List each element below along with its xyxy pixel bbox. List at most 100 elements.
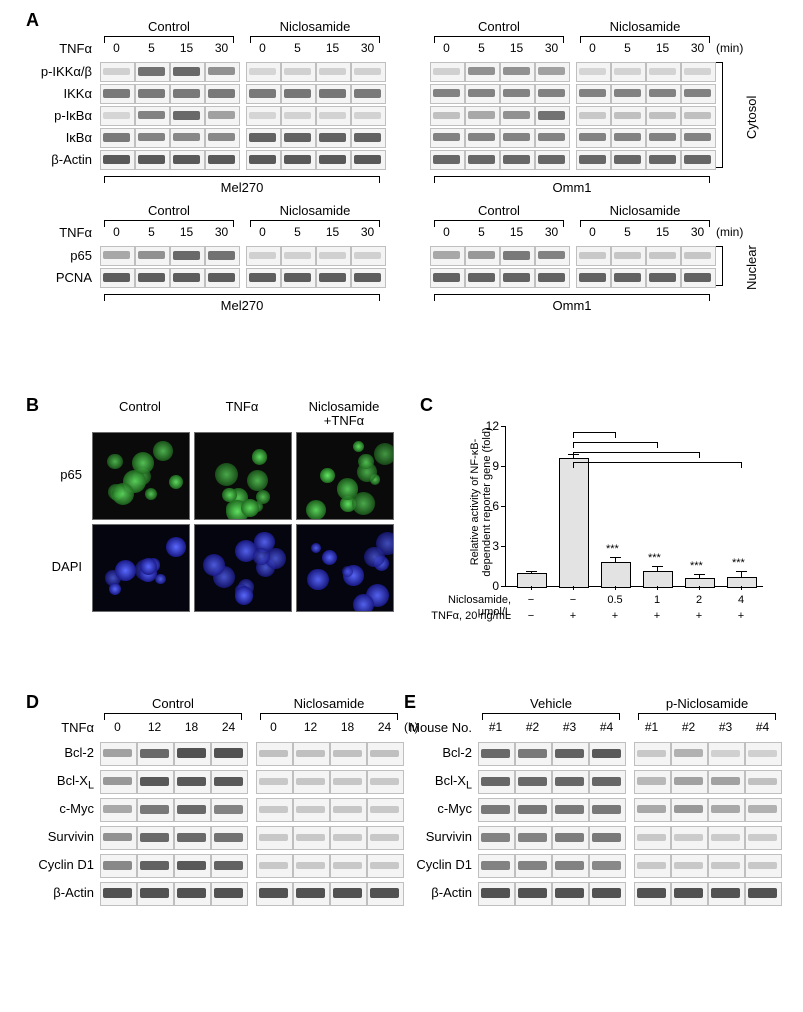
blot-band <box>296 888 325 898</box>
cell-bracket <box>104 176 380 177</box>
treatment-underline <box>250 36 380 37</box>
micrograph <box>92 524 190 612</box>
blot-band <box>637 888 666 898</box>
blot-band <box>614 68 641 75</box>
blot-band <box>649 252 676 259</box>
xtick <box>741 586 742 590</box>
panel-label-e: E <box>404 692 416 713</box>
blot-band <box>684 252 711 259</box>
treatment-underline <box>250 220 380 221</box>
blot-band <box>354 68 381 75</box>
blot-band <box>333 750 362 757</box>
cell-blob <box>353 594 374 612</box>
lane-label: #3 <box>708 720 743 734</box>
xtick <box>531 586 532 590</box>
blot-band <box>284 133 311 142</box>
blot-band <box>138 133 165 141</box>
blot-band <box>319 252 346 259</box>
blot-band <box>284 273 311 282</box>
treatment-label: Vehicle <box>478 696 624 711</box>
y-axis <box>505 426 506 586</box>
errorbar-cap <box>694 574 705 575</box>
blot-band <box>649 89 676 97</box>
blot-band <box>649 68 676 75</box>
blot-band <box>259 750 288 757</box>
chart-bar <box>685 578 715 588</box>
timepoint-label: 0 <box>246 225 279 239</box>
row-left-label: TNFα <box>40 41 92 56</box>
blot-band <box>249 112 276 119</box>
chart-bar <box>517 573 547 588</box>
blot-band <box>208 273 235 282</box>
blot-band <box>177 805 206 814</box>
sig-line <box>573 432 615 433</box>
xcond-niclosamide: 4 <box>723 594 759 606</box>
blot-band <box>555 749 584 758</box>
micrograph-row: DAPI <box>30 559 82 574</box>
protein-label: IκBα <box>18 130 92 145</box>
protein-label: p-IκBα <box>18 108 92 123</box>
timepoint-label: 15 <box>316 41 349 55</box>
treatment-underline <box>580 220 710 221</box>
protein-label: Survivin <box>20 829 94 844</box>
timepoint-label: 30 <box>205 41 238 55</box>
xtick <box>657 586 658 590</box>
sig-stars: *** <box>606 543 619 555</box>
blot-band <box>614 273 641 282</box>
blot-band <box>354 112 381 119</box>
blot-band <box>208 133 235 141</box>
blot-band <box>637 750 666 757</box>
treatment-label: Control <box>430 19 568 34</box>
blot-band <box>748 862 777 869</box>
blot-band <box>140 805 169 814</box>
blot-band <box>214 805 243 814</box>
timepoint-label: 15 <box>170 41 203 55</box>
blot-band <box>503 67 530 75</box>
blot-band <box>468 67 495 75</box>
treatment-underline <box>638 713 776 714</box>
blot-band <box>711 805 740 813</box>
timepoint-label: 15 <box>500 225 533 239</box>
chart-bar <box>727 577 757 588</box>
side-bracket <box>722 62 723 168</box>
cell-line-label: Mel270 <box>100 180 384 195</box>
blot-band <box>249 155 276 164</box>
chart-bar <box>601 562 631 588</box>
blot-band <box>370 778 399 785</box>
blot-band <box>468 111 495 119</box>
blot-band <box>614 252 641 259</box>
blot-band <box>296 778 325 785</box>
blot-band <box>249 68 276 75</box>
blot-band <box>208 111 235 119</box>
timepoint-label: 30 <box>205 225 238 239</box>
timepoint-label: 5 <box>281 225 314 239</box>
blot-band <box>684 155 711 164</box>
treatment-label: Niclosamide <box>576 203 714 218</box>
blot-band <box>503 251 530 260</box>
blot-band <box>103 833 132 841</box>
sig-drop <box>573 432 574 438</box>
blot-band <box>579 252 606 259</box>
blot-band <box>138 155 165 164</box>
blot-band <box>518 833 547 842</box>
xcond-tnfa: + <box>639 610 675 622</box>
blot-band <box>481 749 510 758</box>
cell-blob <box>112 483 135 506</box>
protein-label: β-Actin <box>20 885 94 900</box>
sig-stars: *** <box>732 557 745 569</box>
blot-band <box>296 862 325 869</box>
blot-band <box>177 861 206 870</box>
blot-band <box>518 749 547 758</box>
ytick <box>501 466 505 467</box>
blot-band <box>538 111 565 120</box>
protein-label: β-Actin <box>18 152 92 167</box>
treatment-label: p-Niclosamide <box>634 696 780 711</box>
timepoint-label: 0 <box>430 225 463 239</box>
blot-band <box>103 777 132 785</box>
blot-band <box>103 888 132 898</box>
lane-label: #2 <box>671 720 706 734</box>
timepoint-label: 15 <box>316 225 349 239</box>
blot-band <box>433 251 460 259</box>
sig-line <box>573 462 741 463</box>
blot-band <box>555 888 584 898</box>
